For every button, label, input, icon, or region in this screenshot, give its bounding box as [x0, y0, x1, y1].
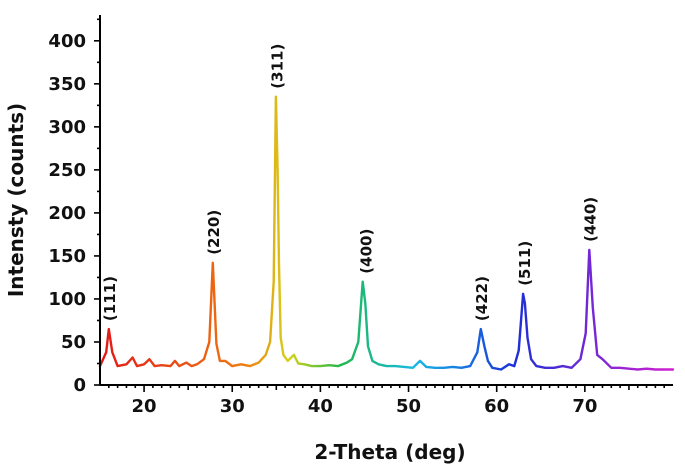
y-tick-label: 150 [48, 246, 86, 267]
x-axis-title: 2-Theta (deg) [314, 440, 465, 464]
y-tick-label: 350 [48, 74, 86, 95]
y-tick-label: 250 [48, 160, 86, 181]
x-axis-ticks: 20 30 40 50 60 70 [108, 385, 665, 417]
peak-label: (220) [205, 210, 223, 255]
y-tick-label: 200 [48, 203, 86, 224]
y-tick-label: 400 [48, 31, 86, 52]
x-tick-label: 20 [132, 396, 157, 417]
y-tick-label: 100 [48, 289, 86, 310]
x-tick-label: 60 [484, 396, 509, 417]
peak-label: (400) [357, 229, 375, 274]
peak-label: (511) [516, 241, 534, 286]
peak-label: (111) [101, 276, 119, 321]
peak-label: (440) [581, 197, 599, 242]
x-tick-label: 30 [220, 396, 245, 417]
intensity-series-line [98, 95, 675, 371]
peak-label: (311) [268, 44, 286, 89]
y-axis-title: Intensty (counts) [4, 103, 28, 297]
y-axis-ticks: 0 50 100 150 200 250 300 350 400 [48, 18, 100, 396]
x-tick-label: 70 [572, 396, 597, 417]
y-tick-label: 300 [48, 117, 86, 138]
y-tick-label: 0 [73, 375, 86, 396]
y-tick-label: 50 [61, 332, 86, 353]
x-tick-label: 50 [396, 396, 421, 417]
x-tick-label: 40 [308, 396, 333, 417]
peak-label: (422) [473, 276, 491, 321]
peak-annotations: (111) (220) (311) (400) (422) (511) (440) [101, 44, 599, 321]
